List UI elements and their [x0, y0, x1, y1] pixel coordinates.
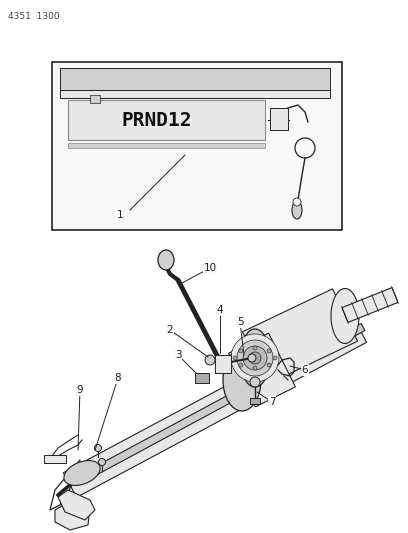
- Bar: [60, 90, 330, 98]
- Ellipse shape: [292, 201, 302, 219]
- Circle shape: [293, 198, 301, 206]
- Bar: [195, 373, 209, 383]
- Circle shape: [295, 138, 315, 158]
- Polygon shape: [242, 289, 357, 384]
- Ellipse shape: [223, 349, 261, 411]
- Circle shape: [205, 355, 215, 365]
- Bar: [52, 62, 342, 230]
- Ellipse shape: [158, 250, 174, 270]
- Circle shape: [231, 334, 279, 382]
- Circle shape: [267, 363, 271, 367]
- Text: 7: 7: [269, 397, 275, 407]
- Bar: [68, 100, 265, 140]
- Ellipse shape: [331, 288, 359, 343]
- Text: 2: 2: [167, 325, 173, 335]
- Text: PRND12: PRND12: [121, 111, 192, 131]
- Text: 4351  1300: 4351 1300: [8, 12, 60, 21]
- Bar: [215, 355, 231, 373]
- Circle shape: [250, 377, 260, 387]
- Text: 3: 3: [175, 350, 181, 360]
- Circle shape: [239, 363, 243, 367]
- Circle shape: [253, 366, 257, 370]
- Circle shape: [249, 352, 261, 364]
- Ellipse shape: [64, 461, 100, 486]
- Bar: [90, 95, 100, 103]
- Circle shape: [243, 346, 267, 370]
- Bar: [250, 398, 260, 404]
- Circle shape: [267, 349, 271, 353]
- Bar: [68, 143, 265, 148]
- Ellipse shape: [240, 329, 270, 387]
- Circle shape: [273, 356, 277, 360]
- Polygon shape: [73, 324, 365, 486]
- Polygon shape: [63, 318, 367, 497]
- Polygon shape: [58, 490, 95, 520]
- Circle shape: [239, 349, 243, 353]
- Bar: [270, 108, 288, 130]
- Text: 9: 9: [77, 385, 83, 395]
- Polygon shape: [342, 288, 398, 322]
- Text: 5: 5: [237, 317, 243, 327]
- Circle shape: [253, 346, 257, 350]
- Circle shape: [248, 354, 256, 362]
- Text: 6: 6: [302, 365, 308, 375]
- Bar: [60, 68, 330, 90]
- Circle shape: [237, 340, 273, 376]
- Circle shape: [233, 356, 237, 360]
- Text: 4: 4: [217, 305, 223, 315]
- Polygon shape: [228, 333, 295, 407]
- Circle shape: [95, 445, 102, 451]
- Text: 10: 10: [204, 263, 217, 273]
- Circle shape: [98, 458, 106, 465]
- Bar: [44, 455, 66, 463]
- Text: 1: 1: [117, 210, 123, 220]
- Text: 8: 8: [115, 373, 121, 383]
- Polygon shape: [55, 498, 90, 530]
